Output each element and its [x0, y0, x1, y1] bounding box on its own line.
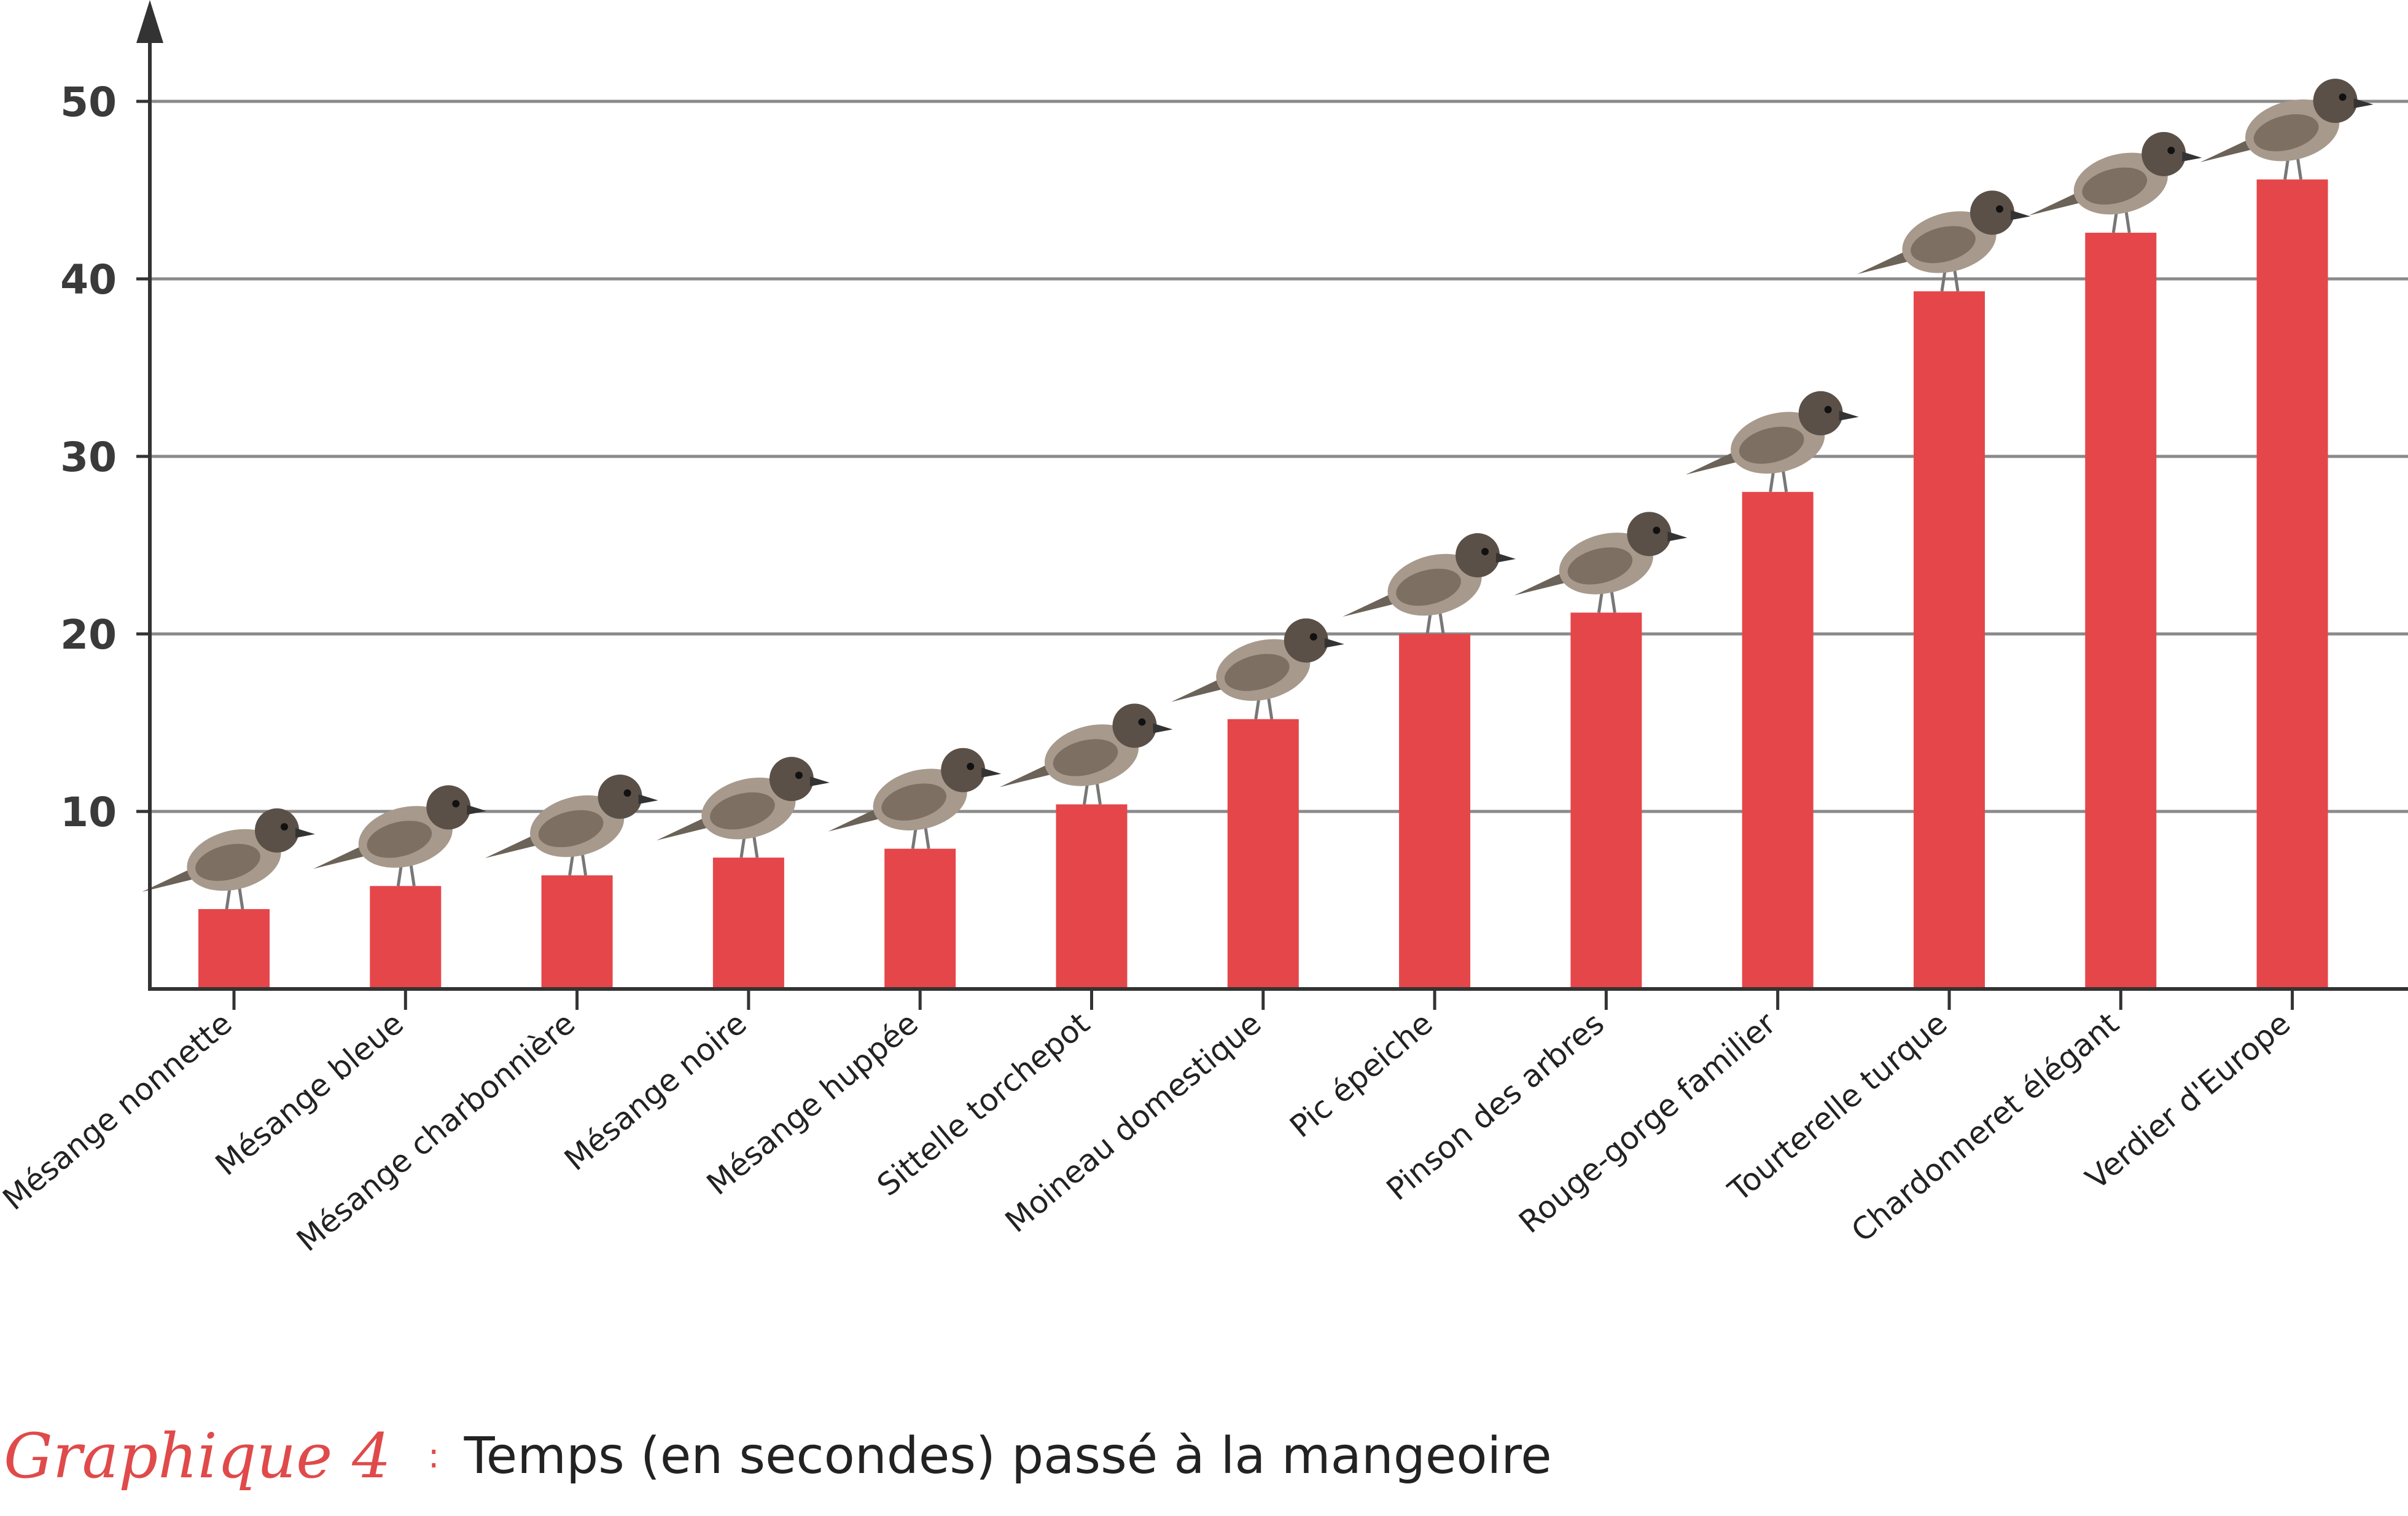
y-tick-label: 50 [60, 79, 117, 126]
bird-icon-chardonneret-elegant [2028, 131, 2202, 233]
bird-illustrations [142, 79, 2374, 910]
bars [198, 179, 2328, 990]
caption-tag: Graphique 4 [4, 1420, 391, 1492]
gridlines [150, 100, 2408, 813]
bar-tourterelle-turque [1914, 291, 1985, 990]
y-tick-label: 10 [60, 789, 117, 836]
bird-icon-pic-epeiche [1342, 533, 1516, 635]
category-label-mesange-nonnette: Mésange nonnette [0, 1006, 239, 1217]
bar-chardonneret-elegant [2085, 232, 2157, 989]
caption-text: Temps (en secondes) passé à la mangeoire [464, 1426, 1552, 1485]
y-tick-labels: 10 20 30 40 50 [60, 79, 150, 836]
axes [136, 0, 2408, 991]
bird-icon-verdier-d-europe [2200, 79, 2374, 180]
bird-icon-mesange-huppee [828, 748, 1002, 850]
category-label-mesange-charbonniere: Mésange charbonnière [290, 1006, 582, 1259]
bird-icon-moineau-domestique [1171, 618, 1344, 720]
bar-mesange-nonnette [198, 908, 270, 989]
bar-rouge-gorge-familier [1742, 491, 1814, 989]
category-label-pic-epeiche: Pic épeiche [1283, 1006, 1439, 1145]
bird-icon-mesange-nonnette [142, 808, 315, 910]
bar-pic-epeiche [1399, 634, 1471, 989]
bird-icon-mesange-noire [656, 757, 830, 858]
y-tick-label: 30 [60, 434, 117, 481]
bar-mesange-noire [712, 858, 784, 989]
bar-mesange-huppee [884, 848, 956, 989]
bar-verdier-d-europe [2256, 179, 2328, 989]
bar-mesange-bleue [370, 886, 442, 989]
bar-moineau-domestique [1227, 719, 1299, 989]
caption-separator: : [427, 1436, 440, 1476]
bird-icon-rouge-gorge-familier [1685, 391, 1859, 493]
chart-caption: Graphique 4 : Temps (en secondes) passé … [0, 1407, 1597, 1505]
bird-icon-sittelle-torchepot [999, 703, 1173, 805]
y-axis-arrow [136, 0, 163, 43]
y-tick-label: 20 [60, 611, 117, 658]
bird-icon-mesange-charbonniere [485, 775, 658, 876]
bird-icon-tourterelle-turque [1857, 190, 2030, 292]
category-label-mesange-noire: Mésange noire [558, 1006, 753, 1178]
bar-sittelle-torchepot [1056, 804, 1128, 989]
y-tick-label: 40 [60, 256, 117, 303]
bar-mesange-charbonniere [541, 875, 613, 989]
bar-pinson-des-arbres [1570, 612, 1642, 989]
bird-icon-mesange-bleue [313, 785, 487, 886]
bird-icon-pinson-des-arbres [1514, 512, 1688, 613]
